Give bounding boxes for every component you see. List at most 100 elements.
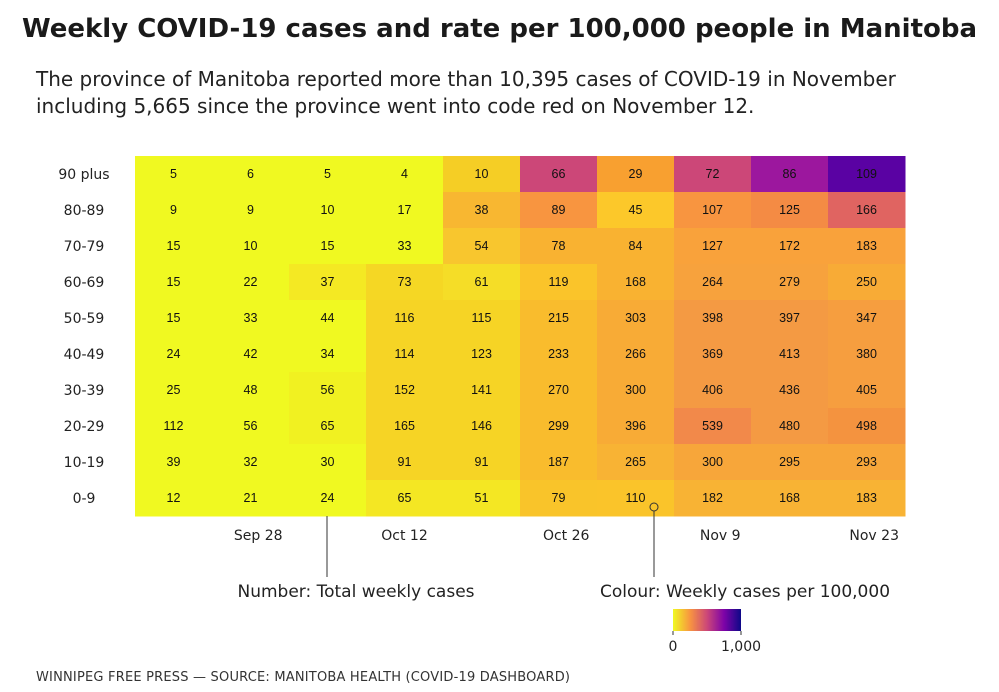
- heatmap-cell: [212, 156, 290, 193]
- x-tick-label: Nov 23: [849, 528, 899, 544]
- cell-value-label: 42: [244, 347, 258, 361]
- cell-value-label: 369: [702, 347, 723, 361]
- heatmap-cell: [520, 372, 598, 409]
- cell-value-label: 398: [702, 311, 723, 325]
- heatmap-cell: [751, 264, 829, 301]
- heatmap-cell: [828, 264, 906, 301]
- heatmap-cell: [751, 372, 829, 409]
- cell-value-label: 10: [244, 239, 258, 253]
- cell-value-label: 299: [548, 419, 569, 433]
- cell-value-label: 172: [779, 239, 800, 253]
- cell-value-label: 279: [779, 275, 800, 289]
- cell-value-label: 39: [167, 455, 181, 469]
- heatmap-cell: [289, 300, 367, 337]
- heatmap-cell: [751, 300, 829, 337]
- cell-value-label: 182: [702, 491, 723, 505]
- heatmap-cell: [212, 300, 290, 337]
- heatmap-cell: [828, 336, 906, 373]
- cell-value-label: 183: [856, 239, 877, 253]
- cell-value-label: 24: [167, 347, 181, 361]
- cell-value-label: 123: [471, 347, 492, 361]
- heatmap-cell: [135, 192, 213, 229]
- cell-value-label: 168: [625, 275, 646, 289]
- cell-value-label: 44: [321, 311, 335, 325]
- cell-value-label: 406: [702, 383, 723, 397]
- heatmap-cell: [751, 444, 829, 481]
- cell-value-label: 5: [324, 167, 331, 181]
- cell-value-label: 127: [702, 239, 723, 253]
- row-label: 80-89: [64, 203, 105, 219]
- cell-value-label: 66: [552, 167, 566, 181]
- cell-value-label: 9: [170, 203, 177, 217]
- heatmap-cell: [674, 228, 752, 265]
- cell-value-label: 91: [475, 455, 489, 469]
- heatmap-cell: [289, 228, 367, 265]
- cell-value-label: 300: [702, 455, 723, 469]
- heatmap-cell: [366, 480, 444, 517]
- cell-value-label: 110: [626, 491, 646, 505]
- cell-value-label: 30: [321, 455, 335, 469]
- x-tick-label: Sep 28: [234, 528, 283, 544]
- cell-value-label: 56: [244, 419, 258, 433]
- cell-value-label: 17: [398, 203, 412, 217]
- cell-value-label: 56: [321, 383, 335, 397]
- heatmap-cell: [135, 336, 213, 373]
- heatmap-cell: [751, 480, 829, 517]
- cell-value-label: 10: [475, 167, 489, 181]
- cell-value-label: 65: [321, 419, 335, 433]
- cell-value-label: 84: [629, 239, 643, 253]
- heatmap-cell: [597, 264, 675, 301]
- row-label: 20-29: [64, 419, 105, 435]
- cell-value-label: 165: [394, 419, 415, 433]
- heatmap-cell: [520, 264, 598, 301]
- cell-value-label: 89: [552, 203, 566, 217]
- cell-value-label: 15: [167, 311, 181, 325]
- cell-value-label: 24: [321, 491, 335, 505]
- cell-value-label: 4: [401, 167, 408, 181]
- heatmap-cell: [520, 156, 598, 193]
- cell-value-label: 215: [548, 311, 569, 325]
- heatmap-cell: [289, 192, 367, 229]
- heatmap-cell: [135, 300, 213, 337]
- cell-value-label: 265: [625, 455, 646, 469]
- heatmap-cell: [212, 372, 290, 409]
- cell-value-label: 250: [856, 275, 877, 289]
- cell-value-label: 72: [706, 167, 720, 181]
- cell-value-label: 73: [398, 275, 412, 289]
- cell-value-label: 125: [779, 203, 800, 217]
- heatmap-cell: [597, 228, 675, 265]
- cell-value-label: 91: [398, 455, 412, 469]
- heatmap-cell: [366, 156, 444, 193]
- cell-value-label: 187: [548, 455, 569, 469]
- cell-value-label: 116: [395, 311, 415, 325]
- cell-value-label: 183: [856, 491, 877, 505]
- heatmap-cell: [674, 156, 752, 193]
- heatmap-cell: [366, 300, 444, 337]
- heatmap-cell: [597, 408, 675, 445]
- row-label: 30-39: [64, 383, 105, 399]
- legend-max-label: 1,000: [721, 639, 761, 655]
- cell-value-label: 6: [247, 167, 254, 181]
- cell-value-label: 29: [629, 167, 643, 181]
- heatmap-cell: [366, 192, 444, 229]
- cell-value-label: 37: [321, 275, 335, 289]
- cell-value-label: 15: [321, 239, 335, 253]
- cell-value-label: 107: [702, 203, 723, 217]
- heatmap-cell: [443, 156, 521, 193]
- x-tick-label: Nov 9: [700, 528, 741, 544]
- heatmap-cell: [828, 228, 906, 265]
- cell-value-label: 15: [167, 275, 181, 289]
- cell-value-label: 119: [549, 275, 569, 289]
- legend-color-bar: [673, 609, 741, 631]
- heatmap-cell: [443, 228, 521, 265]
- cell-value-label: 300: [625, 383, 646, 397]
- cell-value-label: 54: [475, 239, 489, 253]
- heatmap-cell: [597, 372, 675, 409]
- row-label: 60-69: [64, 275, 105, 291]
- heatmap-cell: [443, 444, 521, 481]
- cell-value-label: 22: [244, 275, 258, 289]
- row-label: 90 plus: [58, 167, 109, 183]
- row-label: 0-9: [73, 491, 96, 507]
- heatmap-cell: [366, 336, 444, 373]
- heatmap-cell: [751, 156, 829, 193]
